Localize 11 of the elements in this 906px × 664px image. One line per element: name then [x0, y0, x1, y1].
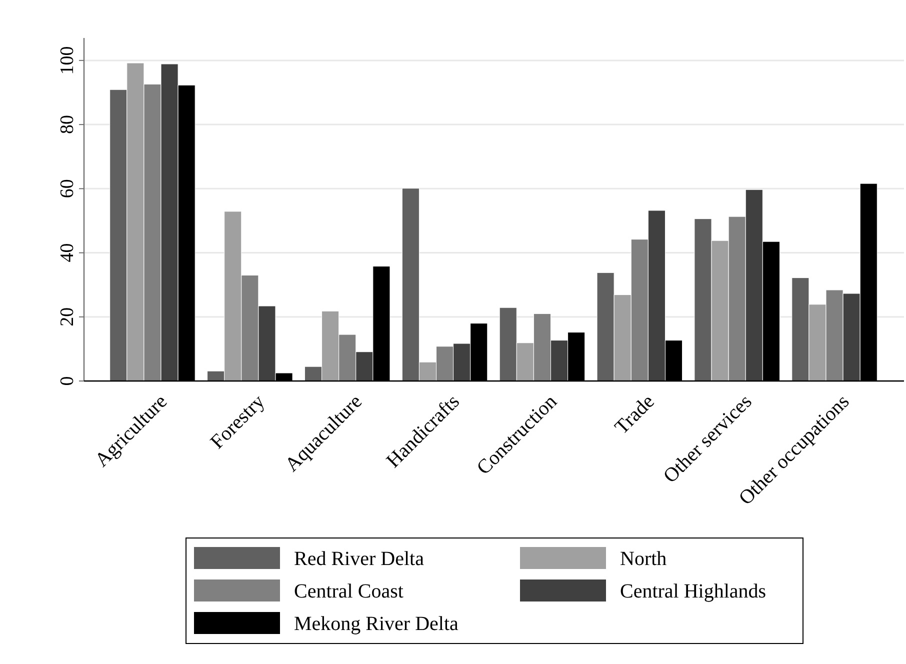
legend-label: Central Highlands	[620, 580, 766, 602]
legend-label: Mekong River Delta	[294, 613, 459, 635]
y-tick-label: 60	[57, 179, 78, 198]
y-tick-label: 40	[57, 243, 78, 262]
legend-label: Central Coast	[294, 580, 404, 602]
y-tick-label: 20	[57, 307, 78, 326]
legend-label: Red River Delta	[294, 548, 424, 570]
legend-label: North	[620, 548, 667, 570]
y-tick-label: 0	[57, 376, 78, 386]
y-tick-label: 100	[57, 46, 78, 75]
y-tick-label: 80	[57, 115, 78, 134]
